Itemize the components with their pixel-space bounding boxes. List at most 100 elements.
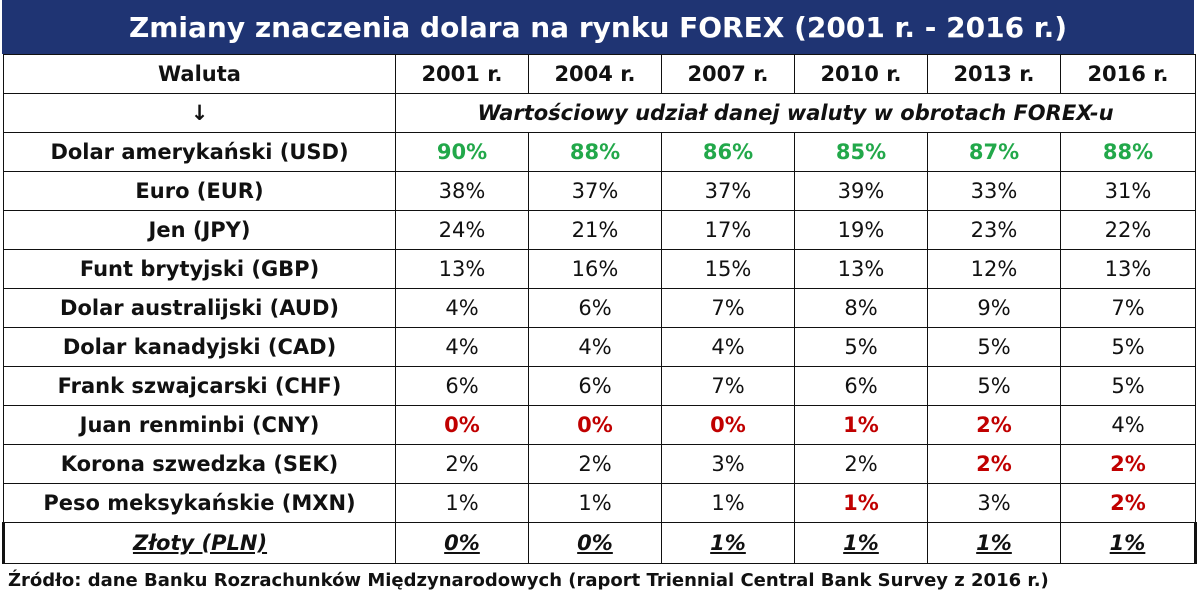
table-row: Peso meksykańskie (MXN) 1% 1% 1% 1% 3% 2% [3, 483, 1196, 523]
table-cell: 12% [927, 249, 1061, 289]
table-cell: 31% [1060, 171, 1196, 211]
table-cell: 4% [1060, 405, 1196, 445]
row-label: Peso meksykańskie (MXN) [3, 483, 396, 523]
table-cell: 1% [661, 483, 795, 523]
forex-share-table: Waluta 2001 r. 2004 r. 2007 r. 2010 r. 2… [2, 54, 1197, 564]
table-cell: 2% [927, 444, 1061, 484]
table-cell: 3% [661, 444, 795, 484]
table-cell: 2% [1060, 483, 1196, 523]
corner-label: Waluta [3, 54, 396, 94]
table-cell: 5% [927, 327, 1061, 367]
row-label: Korona szwedzka (SEK) [3, 444, 396, 484]
table-cell: 17% [661, 210, 795, 250]
table-cell: 24% [395, 210, 529, 250]
row-label: Złoty (PLN) [2, 522, 396, 564]
table-cell: 4% [395, 327, 529, 367]
column-header: 2001 r. [395, 54, 529, 94]
table-cell: 9% [927, 288, 1061, 328]
table-cell: 8% [794, 288, 928, 328]
row-label: Jen (JPY) [3, 210, 396, 250]
table-cell: 1% [395, 483, 529, 523]
column-header: 2004 r. [528, 54, 662, 94]
table-cell: 39% [794, 171, 928, 211]
table-cell: 2% [794, 444, 928, 484]
table-cell: 13% [794, 249, 928, 289]
table-body: Waluta 2001 r. 2004 r. 2007 r. 2010 r. 2… [2, 54, 1197, 564]
table-cell: 0% [395, 405, 529, 445]
table-cell: 6% [395, 366, 529, 406]
row-label: Juan renminbi (CNY) [3, 405, 396, 445]
table-cell: 38% [395, 171, 529, 211]
table-cell: 16% [528, 249, 662, 289]
column-header: 2013 r. [927, 54, 1061, 94]
table-cell: 5% [1060, 327, 1196, 367]
table-row: Dolar australijski (AUD) 4% 6% 7% 8% 9% 7% [3, 288, 1196, 328]
table-cell: 6% [528, 366, 662, 406]
table-cell: 0% [528, 405, 662, 445]
column-header: 2016 r. [1060, 54, 1196, 94]
table-cell: 0% [661, 405, 795, 445]
table-cell: 23% [927, 210, 1061, 250]
row-label: Euro (EUR) [3, 171, 396, 211]
table-cell: 7% [661, 366, 795, 406]
table-cell: 88% [528, 132, 662, 172]
table-cell: 86% [661, 132, 795, 172]
table-cell: 1% [528, 483, 662, 523]
table-cell: 5% [794, 327, 928, 367]
column-header: 2007 r. [661, 54, 795, 94]
row-label: Dolar amerykański (USD) [3, 132, 396, 172]
table-row: Korona szwedzka (SEK) 2% 2% 3% 2% 2% 2% [3, 444, 1196, 484]
table-cell: 7% [1060, 288, 1196, 328]
table-cell: 15% [661, 249, 795, 289]
table-cell: 37% [528, 171, 662, 211]
row-label: Dolar australijski (AUD) [3, 288, 396, 328]
table-caption: Wartościowy udział danej waluty w obrota… [395, 93, 1196, 133]
table-cell: 2% [395, 444, 529, 484]
table-cell: 37% [661, 171, 795, 211]
table-cell: 3% [927, 483, 1061, 523]
table-cell: 90% [395, 132, 529, 172]
table-cell: 1% [927, 522, 1061, 564]
table-cell: 1% [794, 483, 928, 523]
table-row: Euro (EUR) 38% 37% 37% 39% 33% 31% [3, 171, 1196, 211]
table-cell: 4% [395, 288, 529, 328]
table-row-pln: Złoty (PLN) 0% 0% 1% 1% 1% 1% [2, 522, 1197, 564]
table-row: Frank szwajcarski (CHF) 6% 6% 7% 6% 5% 5% [3, 366, 1196, 406]
row-label: Funt brytyjski (GBP) [3, 249, 396, 289]
table-cell: 7% [661, 288, 795, 328]
table-cell: 13% [395, 249, 529, 289]
figure-title: Zmiany znaczenia dolara na rynku FOREX (… [2, 0, 1194, 54]
table-cell: 1% [661, 522, 795, 564]
table-cell: 1% [1060, 522, 1197, 564]
row-label: Dolar kanadyjski (CAD) [3, 327, 396, 367]
table-cell: 1% [794, 405, 928, 445]
table-cell: 4% [661, 327, 795, 367]
table-cell: 13% [1060, 249, 1196, 289]
table-cell: 5% [1060, 366, 1196, 406]
table-cell: 4% [528, 327, 662, 367]
table-cell: 88% [1060, 132, 1196, 172]
table-row: Dolar amerykański (USD) 90% 88% 86% 85% 87% 88… [3, 132, 1196, 172]
row-label: Frank szwajcarski (CHF) [3, 366, 396, 406]
table-row: Jen (JPY) 24% 21% 17% 19% 23% 22% [3, 210, 1196, 250]
table-cell: 22% [1060, 210, 1196, 250]
source-note: Źródło: dane Banku Rozrachunków Międzyna… [8, 570, 1049, 591]
table-cell: 5% [927, 366, 1061, 406]
table-row: Juan renminbi (CNY) 0% 0% 0% 1% 2% 4% [3, 405, 1196, 445]
table-cell: 0% [528, 522, 662, 564]
header-row: Waluta 2001 r. 2004 r. 2007 r. 2010 r. 2… [3, 54, 1196, 94]
table-cell: 85% [794, 132, 928, 172]
table-cell: 6% [794, 366, 928, 406]
column-header: 2010 r. [794, 54, 928, 94]
down-arrow-icon: ↓ [3, 93, 396, 133]
table-row: Funt brytyjski (GBP) 13% 16% 15% 13% 12% 13% [3, 249, 1196, 289]
table-cell: 2% [1060, 444, 1196, 484]
table-cell: 0% [395, 522, 529, 564]
table-cell: 87% [927, 132, 1061, 172]
table-cell: 19% [794, 210, 928, 250]
table-row: Dolar kanadyjski (CAD) 4% 4% 4% 5% 5% 5% [3, 327, 1196, 367]
table-cell: 21% [528, 210, 662, 250]
table-cell: 2% [528, 444, 662, 484]
table-cell: 2% [927, 405, 1061, 445]
table-cell: 6% [528, 288, 662, 328]
